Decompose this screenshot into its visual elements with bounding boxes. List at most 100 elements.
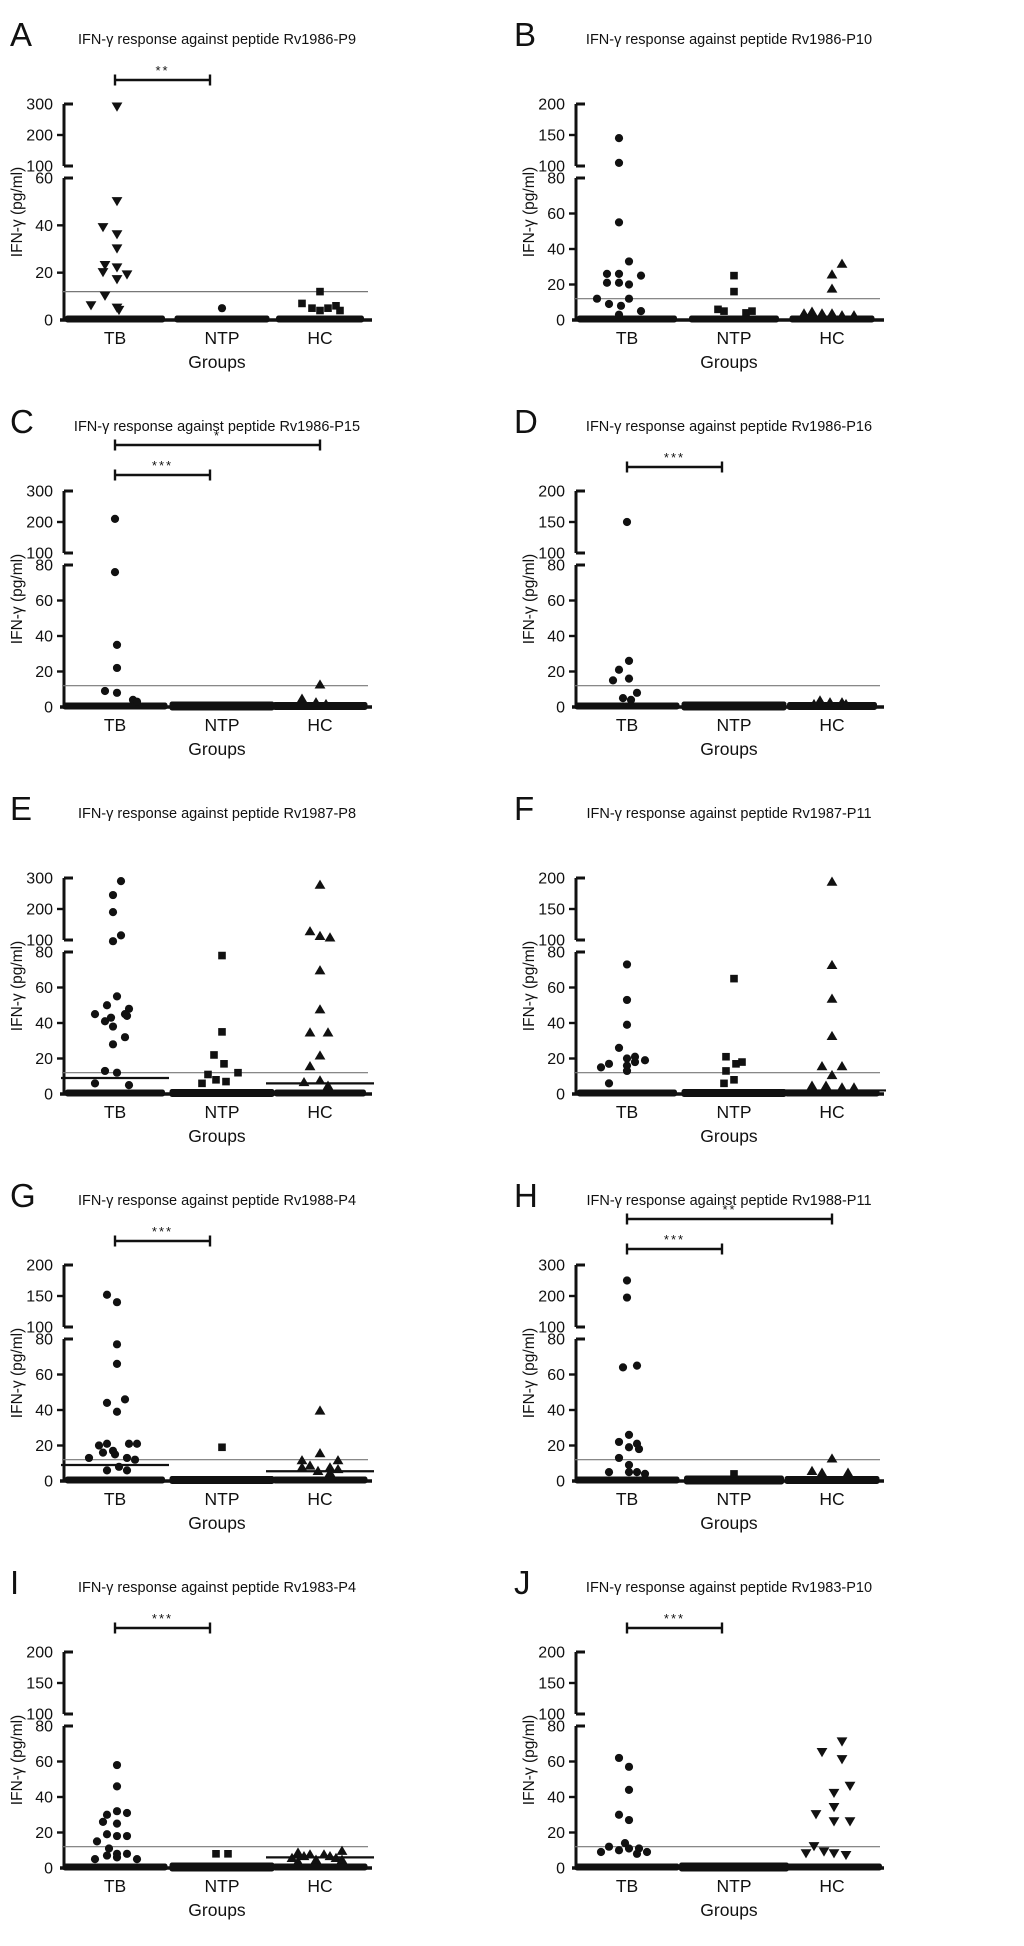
panel-chart: E IFN-γ response against peptide Rv1987-P… [9,790,374,1146]
y-tick-label: 60 [547,980,565,997]
circle-marker [112,1782,122,1791]
circle-marker [630,1057,640,1067]
panel-chart: F IFN-γ response against peptide Rv1987-P… [514,790,886,1146]
circle-marker [102,1001,112,1010]
circle-marker [116,877,126,886]
circle-marker [622,1276,632,1285]
circle-marker [112,1359,122,1368]
y-tick-label: 0 [44,313,53,330]
zero-cluster-bar [169,1089,275,1097]
circle-marker [122,1808,132,1818]
circle-marker [624,674,634,683]
circle-marker [614,665,624,674]
circle-marker [622,1066,632,1076]
triangle-up-marker [826,308,838,318]
y-tick-label: 80 [35,945,53,962]
panel-A: A IFN-γ response against peptide Rv1986-P… [0,8,512,395]
chart-title: IFN-γ response against peptide Rv1987-P8 [78,806,356,822]
series-hc [274,879,366,1097]
triangle-down-marker [111,275,123,285]
y-tick-label: 20 [547,1438,565,1455]
circle-marker [604,299,614,309]
group-tick-label: HC [307,1102,332,1122]
triangle-up-marker [848,1082,860,1092]
significance-bracket: * [113,428,322,451]
circle-marker [636,307,646,316]
y-tick-label: 40 [547,629,565,646]
triangle-down-marker [810,1810,822,1820]
group-tick-label: HC [307,1876,332,1896]
y-tick-label: 60 [35,1754,53,1771]
y-tick-label: 200 [538,1645,565,1662]
panel-G: G IFN-γ response against peptide Rv1988-P… [0,1169,512,1556]
triangle-down-marker [111,230,123,240]
y-tick-label: 150 [538,515,565,532]
square-marker [210,1051,218,1059]
group-tick-label: HC [307,328,332,348]
square-marker [212,1076,220,1084]
y-axis-title: IFN-γ (pg/ml) [9,1715,26,1805]
triangle-down-marker [828,1788,840,1799]
y-tick-label: 80 [35,1719,53,1736]
circle-marker [592,294,602,303]
significance-stars: *** [152,458,173,473]
y-tick-label: 150 [538,128,565,145]
circle-marker [624,1460,634,1470]
y-tick-label: 0 [44,1474,53,1491]
y-axis [62,102,73,320]
group-tick-label: TB [616,1489,638,1509]
square-marker [222,1077,230,1086]
significance-bracket: *** [113,1611,212,1634]
square-marker [308,304,316,312]
square-marker [218,1443,226,1452]
zero-cluster-bar [65,315,165,323]
triangle-up-marker [826,876,838,886]
triangle-up-marker [806,1080,818,1090]
circle-marker [94,1441,104,1450]
circle-marker [622,517,632,527]
circle-marker [122,1466,132,1475]
triangle-up-marker [816,1467,828,1477]
circle-marker [634,1444,644,1454]
triangle-up-marker [314,1405,326,1415]
series-ntp [169,951,275,1097]
y-axis-title: IFN-γ (pg/ml) [521,554,538,644]
y-tick-label: 0 [556,1861,565,1878]
square-marker [730,271,738,280]
group-tick-label: HC [819,1102,844,1122]
series-ntp [681,974,787,1097]
group-tick-label: HC [307,1489,332,1509]
circle-marker [132,697,142,706]
triangle-up-marker [314,879,326,889]
y-axis-title: IFN-γ (pg/ml) [521,941,538,1031]
group-tick-label: NTP [205,1876,240,1896]
x-axis-title: Groups [188,352,246,372]
zero-cluster-bar [272,1476,368,1484]
square-marker [218,1028,226,1036]
y-tick-label: 60 [35,593,53,610]
circle-marker [602,278,612,287]
triangle-up-marker [296,1462,308,1472]
circle-marker [100,1066,110,1076]
group-tick-label: HC [307,715,332,735]
y-tick-label: 200 [538,871,565,888]
circle-marker [116,931,126,940]
series-tb [65,1290,165,1484]
panel-B: B IFN-γ response against peptide Rv1986-P… [512,8,1024,395]
significance-bracket: ** [625,1202,834,1225]
circle-marker [614,310,624,319]
series-ntp [679,1862,789,1872]
panel-chart: A IFN-γ response against peptide Rv1986-P… [9,16,372,372]
circle-marker [100,686,110,696]
triangle-up-marker [336,1845,348,1855]
square-marker [742,309,750,317]
triangle-up-marker [826,993,838,1003]
series-tb [577,960,677,1097]
circle-marker [112,688,122,697]
y-tick-label: 20 [547,1051,565,1068]
square-marker [220,1060,228,1068]
panel-chart: C IFN-γ response against peptide Rv1986-P… [9,403,372,759]
y-tick-label: 80 [547,171,565,188]
triangle-up-marker [826,269,838,279]
